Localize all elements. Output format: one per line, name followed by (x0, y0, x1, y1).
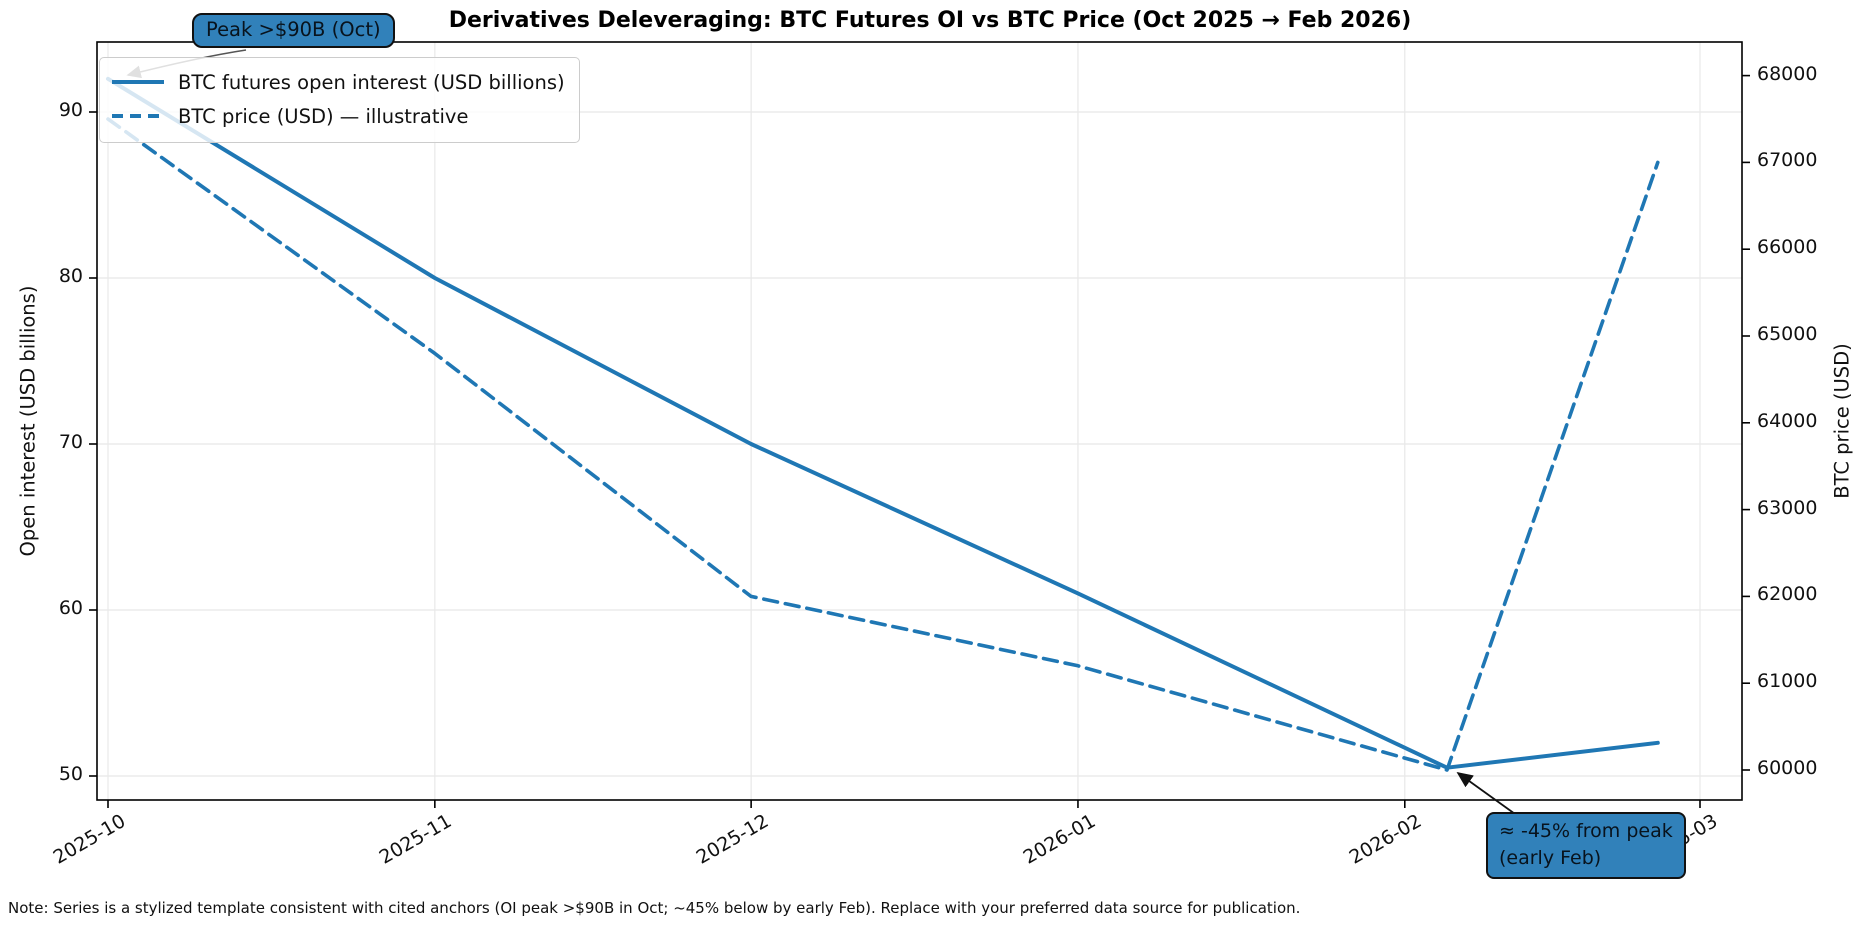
footnote: Note: Series is a stylized template cons… (8, 899, 1301, 917)
legend-item-btc-price: BTC price (USD) — illustrative (112, 99, 565, 133)
right-tick-label: 68000 (1757, 62, 1818, 85)
right-tick-label: 61000 (1757, 670, 1818, 693)
right-tick-label: 65000 (1757, 323, 1818, 345)
solid-line-swatch (112, 80, 164, 84)
legend-item-open-interest: BTC futures open interest (USD billions) (112, 65, 565, 99)
trough-annotation: ≈ -45% from peak (early Feb) (1486, 812, 1686, 880)
left-tick-label: 80 (58, 265, 83, 287)
right-tick-label: 64000 (1757, 409, 1818, 432)
right-tick-label: 62000 (1757, 583, 1818, 606)
right-axis-label: BTC price (USD) (1830, 343, 1854, 499)
trough-annotation-line1: ≈ -45% from peak (1499, 820, 1673, 842)
series-solid-line (106, 76, 1660, 770)
peak-annotation: Peak >$90B (Oct) (192, 13, 395, 48)
plot-border (96, 41, 1743, 801)
dashed-line-swatch (112, 114, 164, 118)
series-dashed-line (106, 117, 1660, 772)
trough-annotation-line2: (early Feb) (1499, 846, 1602, 869)
right-tick-label: 60000 (1757, 757, 1818, 779)
axes-spines (96, 41, 1743, 801)
right-tick-label: 67000 (1757, 149, 1818, 172)
legend-label: BTC futures open interest (USD billions) (178, 70, 565, 94)
trough-annotation-arrow (1456, 771, 1523, 820)
data-series (106, 76, 1660, 772)
left-axis-label: Open interest (USD billions) (16, 285, 40, 557)
legend: BTC futures open interest (USD billions)… (99, 57, 580, 143)
tick-marks (89, 74, 1750, 808)
right-tick-label: 66000 (1757, 236, 1818, 259)
left-tick-label: 50 (58, 763, 83, 785)
legend-label: BTC price (USD) — illustrative (178, 104, 469, 128)
right-tick-label: 63000 (1757, 496, 1818, 519)
gridlines (97, 42, 1742, 800)
left-tick-label: 90 (58, 99, 83, 121)
chart-title: Derivatives Deleveraging: BTC Futures OI… (448, 8, 1412, 33)
left-tick-label: 70 (58, 431, 83, 453)
left-tick-label: 60 (58, 597, 83, 619)
